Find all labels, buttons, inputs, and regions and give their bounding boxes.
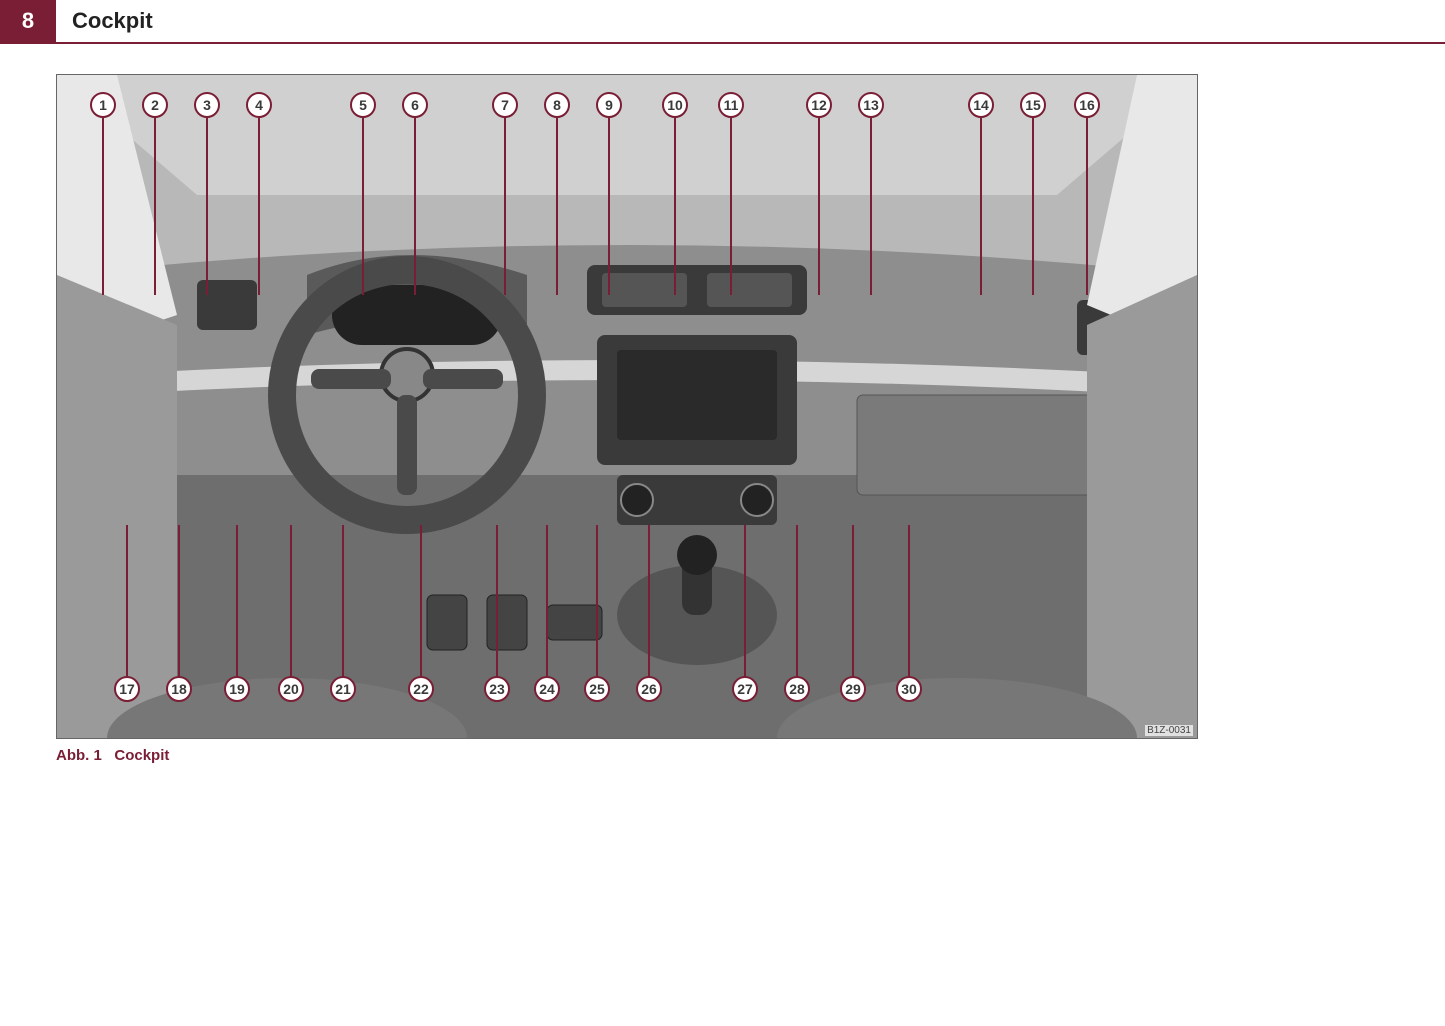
leader-line-23: [496, 525, 498, 676]
caption-prefix: Abb. 1: [56, 747, 102, 764]
callout-28: 28: [784, 676, 810, 702]
leader-line-6: [414, 118, 416, 295]
leader-line-26: [648, 525, 650, 676]
leader-line-1: [102, 118, 104, 295]
leader-line-4: [258, 118, 260, 295]
callout-4: 4: [246, 92, 272, 118]
leader-line-29: [852, 525, 854, 676]
callout-10: 10: [662, 92, 688, 118]
callout-5: 5: [350, 92, 376, 118]
leader-line-24: [546, 525, 548, 676]
callout-11: 11: [718, 92, 744, 118]
leader-line-13: [870, 118, 872, 295]
leader-line-2: [154, 118, 156, 295]
callout-21: 21: [330, 676, 356, 702]
callout-14: 14: [968, 92, 994, 118]
cockpit-figure: B1Z-0031 1234567891011121314151617181920…: [56, 74, 1198, 739]
leader-line-25: [596, 525, 598, 676]
callout-2: 2: [142, 92, 168, 118]
page-header: 8 Cockpit: [0, 0, 1445, 44]
leader-line-19: [236, 525, 238, 676]
leader-line-21: [342, 525, 344, 676]
leader-line-7: [504, 118, 506, 295]
page-title: Cockpit: [56, 8, 153, 34]
callout-19: 19: [224, 676, 250, 702]
callout-23: 23: [484, 676, 510, 702]
leader-line-10: [674, 118, 676, 295]
callout-8: 8: [544, 92, 570, 118]
dashboard-illustration: [57, 75, 1197, 738]
callout-26: 26: [636, 676, 662, 702]
callout-17: 17: [114, 676, 140, 702]
leader-line-8: [556, 118, 558, 295]
callout-18: 18: [166, 676, 192, 702]
leader-line-16: [1086, 118, 1088, 295]
callout-20: 20: [278, 676, 304, 702]
leader-line-30: [908, 525, 910, 676]
leader-line-20: [290, 525, 292, 676]
leader-line-12: [818, 118, 820, 295]
leader-line-3: [206, 118, 208, 295]
callout-7: 7: [492, 92, 518, 118]
callout-1: 1: [90, 92, 116, 118]
caption-text: Cockpit: [114, 747, 169, 764]
callout-29: 29: [840, 676, 866, 702]
leader-line-27: [744, 525, 746, 676]
callout-25: 25: [584, 676, 610, 702]
figure-container: B1Z-0031 1234567891011121314151617181920…: [56, 74, 1389, 764]
leader-line-28: [796, 525, 798, 676]
figure-caption: Abb. 1 Cockpit: [56, 747, 1389, 764]
leader-line-14: [980, 118, 982, 295]
callout-9: 9: [596, 92, 622, 118]
leader-line-22: [420, 525, 422, 676]
callout-16: 16: [1074, 92, 1100, 118]
leader-line-11: [730, 118, 732, 295]
callout-30: 30: [896, 676, 922, 702]
leader-line-5: [362, 118, 364, 295]
callout-3: 3: [194, 92, 220, 118]
callout-27: 27: [732, 676, 758, 702]
leader-line-18: [178, 525, 180, 676]
leader-line-15: [1032, 118, 1034, 295]
callout-15: 15: [1020, 92, 1046, 118]
callout-24: 24: [534, 676, 560, 702]
leader-line-17: [126, 525, 128, 676]
image-reference-code: B1Z-0031: [1145, 725, 1193, 736]
callout-6: 6: [402, 92, 428, 118]
leader-line-9: [608, 118, 610, 295]
callout-22: 22: [408, 676, 434, 702]
page-number: 8: [0, 0, 56, 42]
callout-13: 13: [858, 92, 884, 118]
callout-12: 12: [806, 92, 832, 118]
